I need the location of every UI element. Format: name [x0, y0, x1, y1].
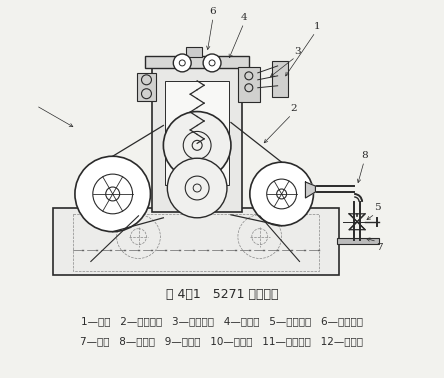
Text: 1: 1: [314, 22, 321, 31]
Text: 图 4－1   5271 型绳洗机: 图 4－1 5271 型绳洗机: [166, 288, 278, 301]
Text: 3: 3: [294, 46, 301, 56]
Circle shape: [167, 158, 227, 218]
Text: 7—轧槽   8—喷水管   9—进布圈   10—出布圈   11—传动装置   12—分布棒: 7—轧槽 8—喷水管 9—进布圈 10—出布圈 11—传动装置 12—分布棒: [80, 336, 364, 346]
Text: 1—机架   2—主动轧辊   3—被动轧辊   4—轧液辊   5—轧槽轧辊   6—加压装置: 1—机架 2—主动轧辊 3—被动轧辊 4—轧液辊 5—轧槽轧辊 6—加压装置: [81, 316, 363, 326]
Text: 6: 6: [210, 7, 216, 16]
Circle shape: [75, 156, 151, 232]
Bar: [165, 81, 229, 185]
Text: 7: 7: [376, 243, 382, 252]
Polygon shape: [305, 182, 315, 198]
Circle shape: [250, 162, 313, 226]
Text: 8: 8: [361, 151, 368, 160]
Bar: [238, 67, 260, 102]
Bar: [146, 56, 249, 68]
Bar: [337, 238, 379, 243]
Bar: [53, 208, 339, 275]
Circle shape: [173, 54, 191, 72]
Bar: [152, 63, 242, 212]
Text: 2: 2: [290, 104, 297, 113]
Bar: [186, 47, 202, 57]
Bar: [73, 214, 319, 271]
Circle shape: [163, 112, 231, 179]
Text: 5: 5: [374, 203, 381, 212]
Text: 4: 4: [241, 13, 247, 22]
Circle shape: [203, 54, 221, 72]
Bar: [137, 73, 156, 101]
Bar: [272, 61, 288, 97]
